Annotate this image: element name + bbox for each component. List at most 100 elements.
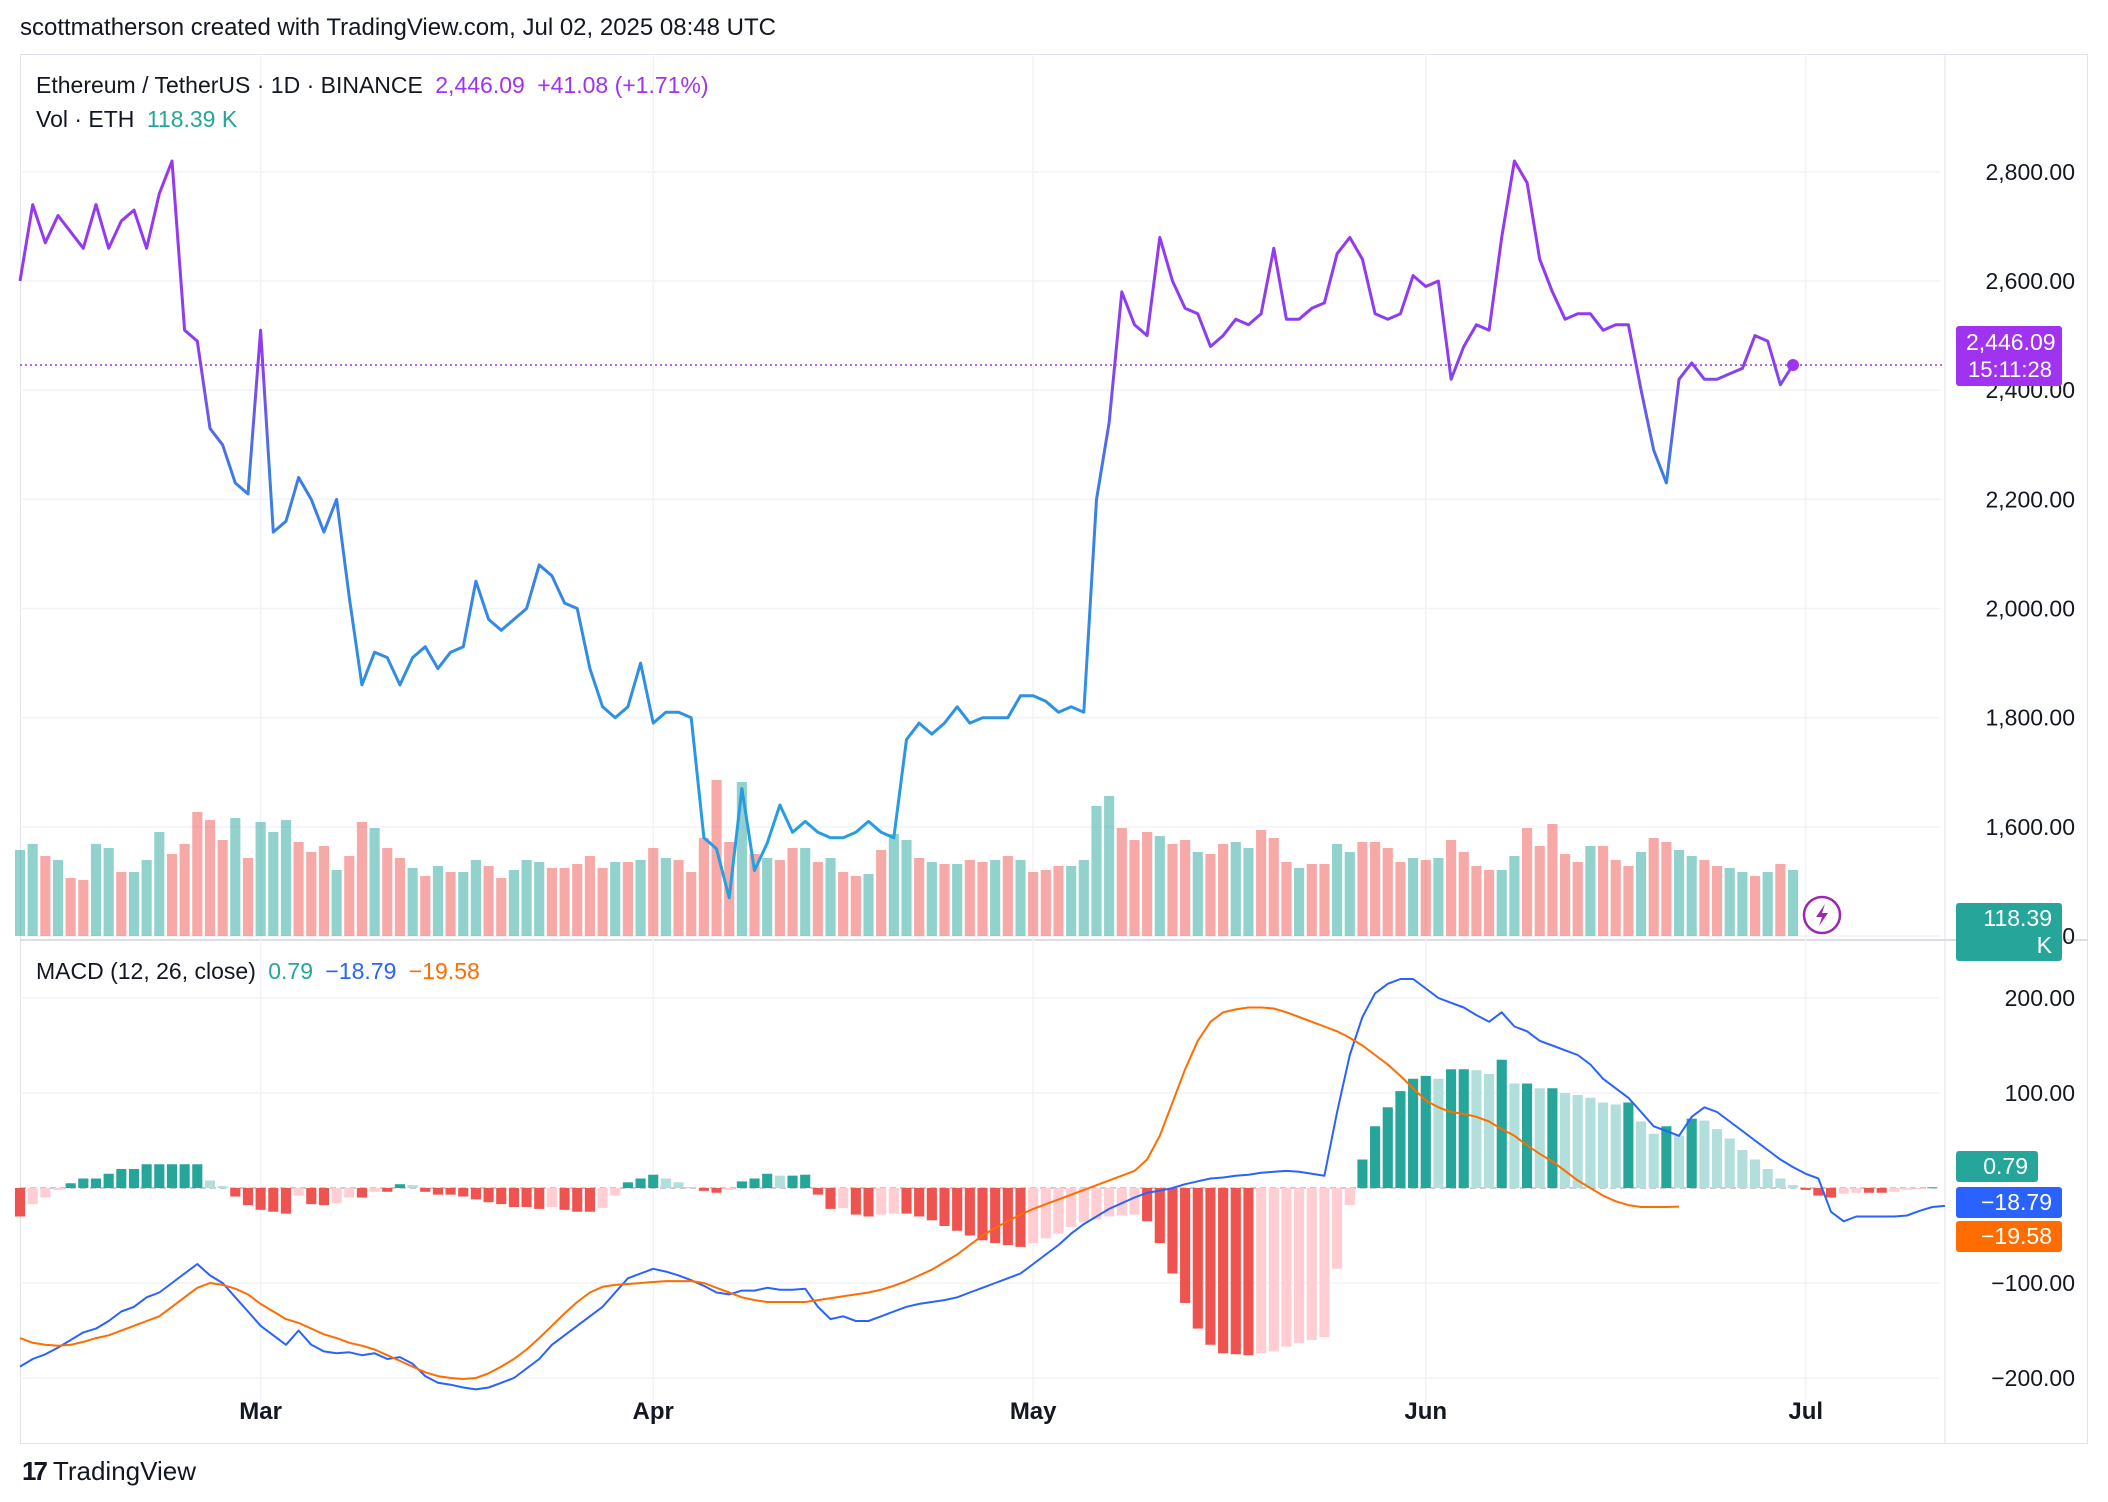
volume-bar	[470, 860, 481, 936]
macd-histogram-bar	[1914, 1188, 1925, 1189]
volume-label[interactable]: Vol · ETH	[36, 106, 135, 132]
macd-histogram-bar	[344, 1188, 355, 1198]
lightning-icon-bolt	[1816, 904, 1828, 926]
tradingview-logo-icon[interactable]: 17	[22, 1456, 48, 1486]
macd-histogram-bar	[1686, 1118, 1697, 1188]
macd-histogram-bar	[407, 1185, 418, 1188]
macd-histogram-bar	[1901, 1188, 1913, 1190]
macd-histogram-bar	[1357, 1159, 1368, 1188]
macd-histogram-bar	[40, 1188, 51, 1198]
macd-histogram-bar	[787, 1175, 798, 1188]
macd-histogram-bar	[179, 1164, 190, 1188]
volume-bar	[939, 864, 950, 936]
symbol-label[interactable]: Ethereum / TetherUS · 1D · BINANCE	[36, 72, 423, 98]
volume-bar	[1053, 866, 1064, 936]
volume-bar	[660, 858, 671, 936]
macd-histogram-bar	[1838, 1188, 1849, 1194]
volume-bar	[445, 872, 456, 936]
footer-brand[interactable]: TradingView	[52, 1456, 196, 1486]
volume-bar	[825, 858, 836, 936]
volume-bar	[116, 872, 127, 936]
price-axis-label: 2,200.00	[1985, 486, 2075, 512]
macd-histogram-bar	[508, 1188, 519, 1207]
macd-histogram-bar	[622, 1182, 633, 1188]
signal-line[interactable]	[19, 1006, 1680, 1380]
macd-histogram-bar	[154, 1164, 165, 1188]
macd-histogram-bar	[331, 1188, 342, 1204]
macd-histogram-bar	[648, 1174, 659, 1188]
volume-bar	[458, 872, 469, 936]
macd-histogram-bar	[1813, 1188, 1824, 1196]
volume-bar	[217, 840, 228, 936]
volume-bar	[1180, 840, 1191, 936]
macd-histogram-bar	[128, 1169, 140, 1188]
macd-histogram-bar	[470, 1188, 481, 1200]
macd-histogram-bar	[1180, 1188, 1191, 1303]
time-axis-label: Jul	[1788, 1398, 1823, 1425]
macd-histogram-bar	[1661, 1126, 1672, 1188]
macd-histogram-bar	[800, 1174, 811, 1188]
macd-histogram-bar	[1382, 1107, 1393, 1188]
macd-histogram-bar	[686, 1187, 697, 1189]
volume-bar	[1129, 840, 1140, 936]
volume-bar	[27, 844, 38, 936]
macd-histogram-bar	[610, 1188, 621, 1196]
volume-bar	[711, 780, 722, 936]
macd-histogram-bar	[1446, 1069, 1457, 1188]
macd-histogram-bar	[901, 1188, 912, 1214]
volume-bar	[800, 848, 811, 936]
macd-histogram-bar	[1370, 1126, 1381, 1188]
price-tag: 2,446.09 15:11:28	[1956, 326, 2062, 386]
macd-histogram-bar	[1243, 1188, 1254, 1356]
volume-bar	[1116, 828, 1127, 936]
line-layer	[18, 159, 1946, 1391]
volume-bar	[1382, 848, 1393, 936]
macd-axis-label: 100.00	[2005, 1080, 2075, 1106]
volume-bar	[1104, 796, 1115, 936]
macd-line[interactable]	[19, 978, 1946, 1391]
volume-bar	[1218, 844, 1229, 936]
volume-tag: 118.39 K	[1956, 903, 2062, 961]
macd-histogram-bar	[1002, 1188, 1013, 1245]
volume-bar	[952, 864, 963, 936]
volume-bar	[572, 864, 583, 936]
volume-bar	[1015, 860, 1026, 936]
price-line[interactable]	[18, 159, 1795, 900]
macd-histogram-bar	[559, 1188, 570, 1210]
macd-legend: MACD (12, 26, close) 0.79 −18.79 −19.58	[36, 958, 486, 985]
price-axis-label: 2,600.00	[1985, 268, 2075, 294]
macd-histogram-bar	[546, 1188, 557, 1207]
volume-bar	[103, 848, 114, 936]
volume-bar	[394, 858, 405, 936]
macd-histogram-bar	[1104, 1188, 1115, 1217]
volume-bar	[141, 860, 152, 936]
macd-histogram-bar	[990, 1188, 1001, 1244]
macd-histogram-bar	[306, 1188, 317, 1205]
macd-histogram-bar	[1787, 1185, 1799, 1188]
volume-bar	[850, 876, 861, 936]
time-axis-label: Apr	[633, 1398, 674, 1425]
macd-histogram-bar	[825, 1188, 836, 1209]
volume-bar	[1534, 846, 1545, 936]
price-axis-label: 2,000.00	[1985, 596, 2075, 622]
macd-histogram-bar	[356, 1188, 368, 1198]
macd-histogram-bar	[1749, 1159, 1761, 1188]
macd-label[interactable]: MACD (12, 26, close)	[36, 958, 256, 984]
macd-histogram-bar	[1585, 1097, 1596, 1188]
volume-bar	[242, 858, 254, 936]
volume-bar	[1268, 838, 1279, 936]
macd-hist-value: 0.79	[268, 958, 314, 984]
volume-bar	[1002, 856, 1013, 936]
macd-histogram-bar	[1154, 1188, 1165, 1244]
volume-bar	[914, 858, 925, 936]
volume-bar	[369, 828, 380, 936]
volume-bar	[1711, 866, 1723, 936]
macd-histogram-bar	[1078, 1188, 1089, 1223]
macd-histogram-bar	[597, 1188, 608, 1208]
volume-bar	[331, 870, 342, 936]
volume-bar	[166, 854, 178, 936]
lightning-icon[interactable]	[1802, 895, 1842, 935]
macd-histogram-bar	[230, 1188, 241, 1197]
volume-bar	[559, 868, 570, 936]
